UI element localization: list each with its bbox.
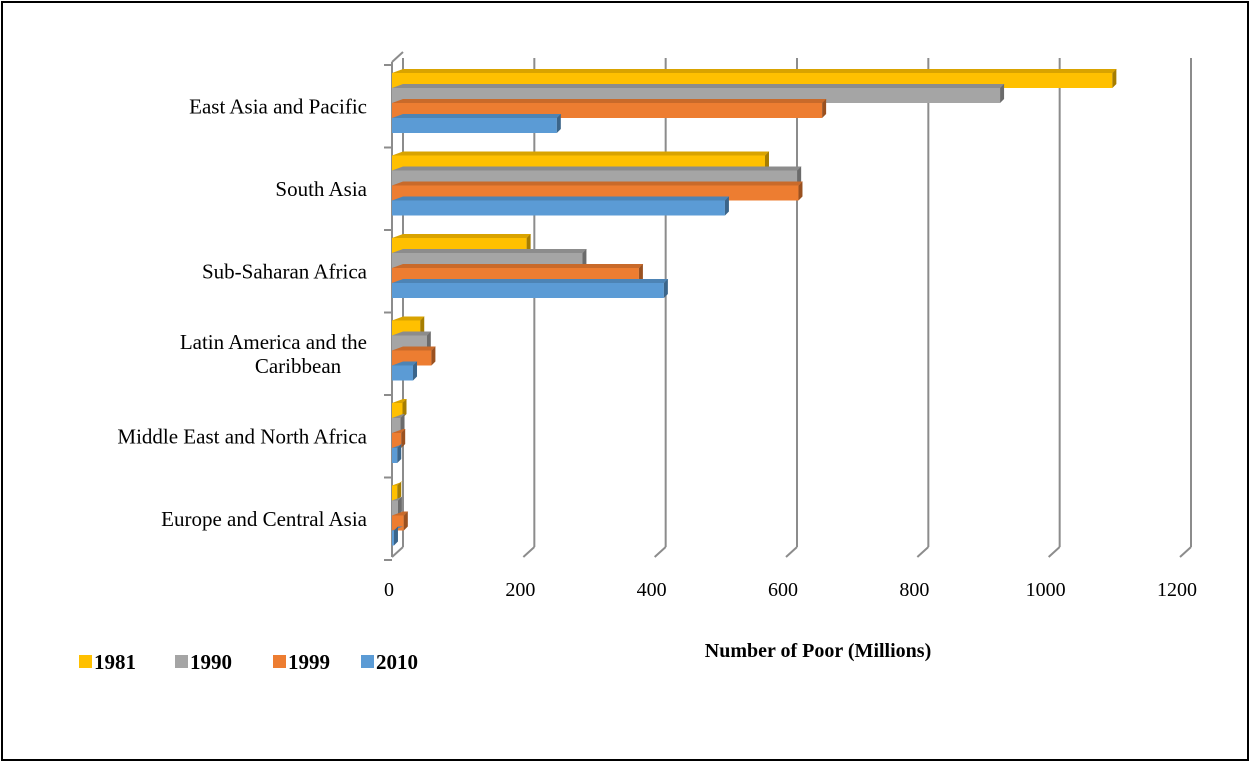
- bar-2010: [392, 196, 730, 216]
- bar-2010: [392, 526, 403, 546]
- category-labels: East Asia and Pacific South Asia Sub-Sahar…: [117, 94, 367, 531]
- floor-gridline: [916, 546, 930, 558]
- bar-1999: [392, 346, 436, 366]
- x-tick-label: 400: [637, 579, 667, 601]
- legend-label: 2010: [376, 650, 418, 674]
- category-label: South Asia: [275, 177, 367, 201]
- legend-swatch: [361, 655, 374, 668]
- legend-item-2010: 2010: [361, 650, 418, 674]
- bar-2010: [392, 279, 669, 298]
- bar-1981: [392, 481, 403, 501]
- x-tick-label: 200: [505, 579, 535, 601]
- bar-2010: [392, 444, 403, 463]
- legend-item-1981: 1981: [79, 650, 136, 674]
- floor-gridline: [1179, 546, 1192, 558]
- x-tick-label: 0: [384, 579, 394, 601]
- legend-item-1999: 1999: [273, 650, 330, 674]
- floor-gridline: [391, 546, 404, 558]
- category-label: Europe and Central Asia: [161, 507, 368, 531]
- legend-label: 1990: [190, 650, 232, 674]
- floor-gridline: [785, 546, 798, 558]
- category-label: Latin America and the: [180, 330, 367, 354]
- bar-chart: East Asia and Pacific South Asia Sub-Sahar…: [79, 51, 1197, 674]
- legend-swatch: [273, 655, 286, 668]
- gridlines: [384, 51, 1192, 561]
- category-label: East Asia and Pacific: [189, 94, 367, 118]
- x-tick-label: 800: [899, 579, 929, 601]
- floor-gridline: [653, 546, 667, 558]
- legend-label: 1999: [288, 650, 330, 674]
- legend-item-1990: 1990: [175, 650, 232, 674]
- legend-swatch: [175, 655, 188, 668]
- category-label: Caribbean: [255, 354, 342, 378]
- bar-1990: [392, 414, 405, 433]
- bar-1999: [392, 429, 406, 448]
- y-axis-depth: [391, 51, 404, 63]
- bar-1999: [392, 511, 409, 531]
- bar-2010: [392, 114, 562, 133]
- legend-swatch: [79, 655, 92, 668]
- x-tick-label: 1200: [1157, 579, 1197, 601]
- bars: [392, 69, 1117, 546]
- bar-1981: [392, 399, 407, 418]
- x-tick-label: 1000: [1026, 579, 1066, 601]
- legend: 1981 1990 1999 2010: [79, 650, 418, 674]
- floor-gridline: [1047, 546, 1061, 558]
- category-label: Middle East and North Africa: [117, 424, 367, 448]
- floor-gridline: [522, 546, 536, 558]
- legend-label: 1981: [94, 650, 136, 674]
- category-label: Sub-Saharan Africa: [202, 259, 368, 283]
- bar-2010: [392, 361, 418, 381]
- bar-1990: [392, 496, 403, 516]
- x-tick-labels: 0 200 400 600 800 1000 1200: [384, 579, 1197, 601]
- x-tick-label: 600: [768, 579, 798, 601]
- x-axis-title: Number of Poor (Millions): [705, 640, 931, 662]
